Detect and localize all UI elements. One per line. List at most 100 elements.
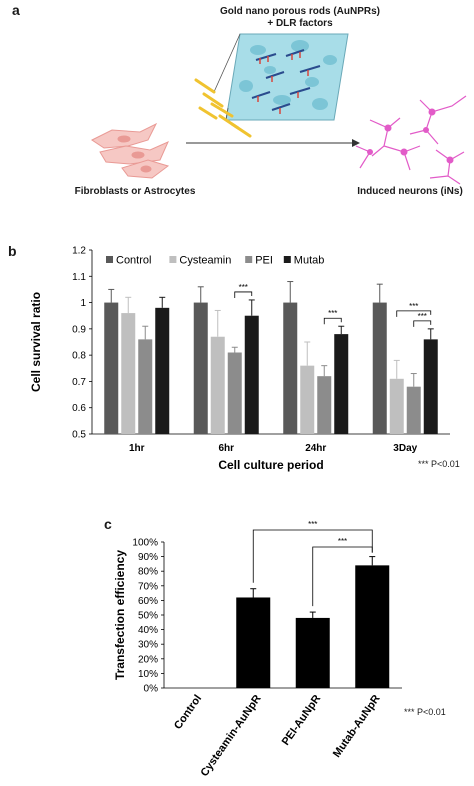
legend-label: Mutab [294, 255, 325, 267]
y-tick-label: 1.2 [72, 246, 86, 257]
bracket-line [312, 546, 373, 607]
panel-b-note-text: P<0.01 [431, 459, 460, 469]
significance-label: *** [239, 283, 248, 292]
transform-arrow [186, 139, 360, 147]
bar [236, 597, 271, 688]
y-tick-label: 0.5 [72, 430, 86, 441]
panel-c-letter: c [104, 516, 112, 532]
significance-label: *** [409, 302, 418, 311]
fibroblast-cells-icon [91, 122, 170, 179]
y-tick-label: 50% [138, 611, 158, 622]
bracket-line [234, 291, 253, 298]
x-tick-label: 24hr [305, 443, 326, 454]
gold-rods-icon [194, 78, 252, 138]
bar [300, 365, 315, 434]
y-tick-label: 1 [80, 298, 86, 309]
legend-swatch [245, 256, 253, 263]
bar [227, 352, 242, 434]
significance-label: *** [418, 312, 427, 321]
y-tick-label: 0.8 [72, 351, 86, 362]
legend-label: Cysteamin [179, 255, 231, 267]
bar [244, 315, 259, 434]
bracket-line [252, 529, 373, 583]
bar [193, 302, 208, 434]
bar [210, 336, 225, 434]
legend-label: PEI [255, 255, 273, 267]
panel-c-note-stars: *** [404, 707, 415, 717]
bracket-line [323, 317, 342, 325]
panel-c-note: *** P<0.01 [404, 707, 446, 717]
x-tick-label: Mutab-AuNpR [331, 693, 383, 760]
induced-neurons-icon [355, 95, 467, 185]
significance-label: *** [338, 537, 347, 546]
significance-bracket: *** [323, 309, 342, 325]
legend-item: PEI [245, 255, 273, 267]
significance-label: *** [308, 520, 317, 529]
significance-bracket: *** [252, 520, 373, 583]
y-tick-label: 70% [138, 581, 158, 592]
legend-item: Control [106, 255, 151, 267]
source-cells-label: Fibroblasts or Astrocytes [74, 186, 196, 197]
bar [121, 313, 136, 434]
bar [389, 378, 404, 434]
x-tick-label: 1hr [129, 443, 145, 454]
bar [155, 307, 170, 434]
significance-bracket: *** [396, 302, 432, 317]
bar [138, 339, 153, 434]
bar [406, 386, 421, 434]
x-tick-label: 6hr [218, 443, 234, 454]
rods-label-line1: Gold nano porous rods (AuNPRs) [220, 6, 380, 17]
x-tick-label: Control [172, 693, 204, 732]
panel-c-note-text: P<0.01 [417, 707, 446, 717]
y-tick-label: 1.1 [72, 272, 86, 283]
transfection-chart: 0% 10% 20% 30% 40% 50% 60% 70% 80% 90% 100% Control… [113, 520, 402, 779]
y-tick-label: 40% [138, 625, 158, 636]
legend-label: Control [116, 255, 151, 267]
bar [283, 302, 298, 434]
panel-a-letter: a [12, 2, 20, 18]
bar [355, 565, 390, 688]
bracket-line [396, 310, 432, 317]
legend-item: Mutab [283, 255, 325, 267]
nanorod-inset [225, 33, 349, 121]
panel-b-note: *** P<0.01 [418, 459, 460, 469]
legend-swatch [106, 256, 113, 263]
x-tick-label: 3Day [393, 443, 417, 454]
y-tick-label: 0.6 [72, 403, 86, 414]
significance-label: *** [328, 309, 337, 318]
significance-bracket: *** [234, 283, 253, 298]
x-tick-label: PEI-AuNpR [280, 693, 324, 748]
y-tick-label: 10% [138, 669, 158, 680]
panel-b-note-stars: *** [418, 459, 429, 469]
rods-label-line2: + DLR factors [267, 18, 333, 29]
target-cells-label: Induced neurons (iNs) [357, 186, 463, 197]
bar [104, 302, 119, 434]
significance-bracket: *** [312, 537, 373, 607]
x-axis-title: Cell culture period [218, 458, 323, 472]
bar [423, 339, 438, 434]
y-tick-label: 60% [138, 596, 158, 607]
legend-swatch [283, 256, 291, 263]
y-tick-label: 90% [138, 552, 158, 563]
bar [295, 617, 330, 688]
legend-swatch [169, 256, 177, 263]
bar [334, 334, 349, 434]
y-axis-title: Cell survival ratio [29, 292, 43, 392]
y-tick-label: 100% [132, 538, 158, 549]
y-tick-label: 0.7 [72, 377, 86, 388]
panel-b-letter: b [8, 243, 17, 259]
x-tick-label: Cysteamin-AuNpR [198, 693, 263, 779]
y-axis-title: Transfection efficiency [113, 550, 127, 680]
panel-a-illustration [91, 33, 467, 185]
y-tick-label: 0.9 [72, 324, 86, 335]
y-tick-label: 80% [138, 567, 158, 578]
y-tick-label: 20% [138, 654, 158, 665]
bar [317, 376, 332, 434]
y-tick-label: 30% [138, 640, 158, 651]
y-tick-label: 0% [144, 684, 159, 695]
legend-item: Cysteamin [169, 255, 231, 267]
significance-bracket: *** [413, 312, 432, 327]
bracket-line [413, 320, 432, 327]
bar [372, 302, 387, 434]
